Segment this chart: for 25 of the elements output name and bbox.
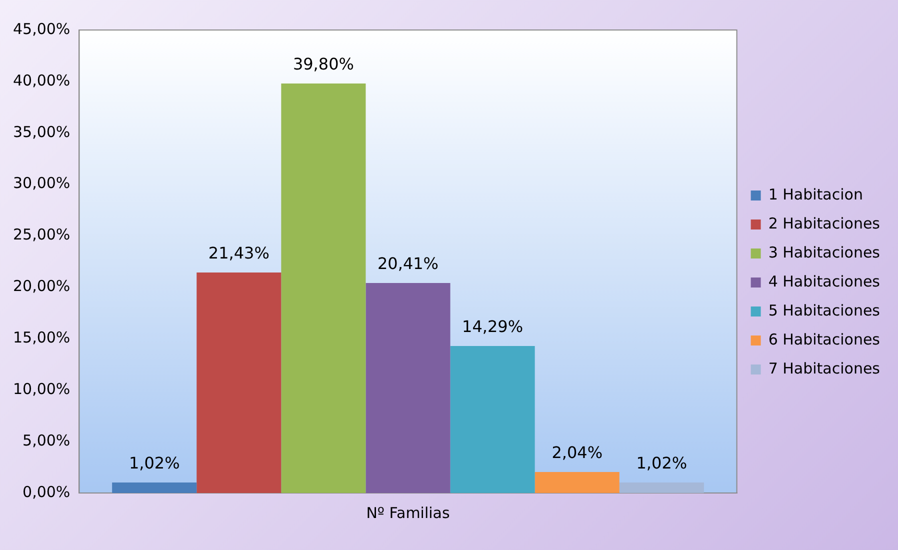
y-tick-label: 25,00% — [12, 226, 70, 244]
y-tick-label: 10,00% — [12, 380, 70, 398]
legend-label: 2 Habitaciones — [768, 214, 880, 232]
data-label: 1,02% — [636, 454, 688, 473]
y-tick-label: 40,00% — [12, 71, 70, 90]
data-label: 21,43% — [208, 244, 270, 263]
x-tick-label: Nº Familias — [366, 504, 450, 522]
data-label: 2,04% — [552, 443, 603, 462]
y-tick-label: 35,00% — [12, 122, 70, 141]
legend-label: 5 Habitaciones — [768, 301, 880, 320]
data-label: 39,80% — [292, 54, 354, 74]
data-label: 1,02% — [128, 454, 180, 473]
y-tick-label: 20,00% — [12, 277, 70, 296]
y-tick-label: 5,00% — [22, 431, 70, 450]
legend-label: 3 Habitaciones — [768, 243, 880, 262]
legend-label: 7 Habitaciones — [768, 359, 880, 378]
y-tick-label: 15,00% — [12, 328, 70, 347]
legend-label: 1 Habitacion — [768, 185, 863, 204]
y-tick-label: 30,00% — [12, 174, 70, 192]
y-tick-label: 45,00% — [12, 20, 70, 38]
y-tick-label: 0,00% — [22, 482, 70, 501]
legend-label: 4 Habitaciones — [768, 272, 880, 290]
data-label: 14,29% — [462, 317, 524, 336]
legend-label: 6 Habitaciones — [768, 330, 880, 348]
data-label: 20,41% — [377, 254, 439, 274]
